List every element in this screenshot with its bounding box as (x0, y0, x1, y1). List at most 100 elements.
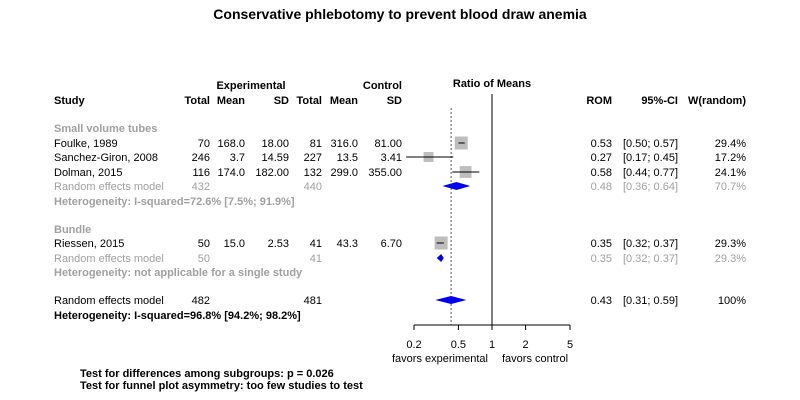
overall-ci: [0.31; 0.59] (623, 295, 678, 307)
x-axis: 0.2 0.5 1 2 5 (406, 324, 573, 351)
header-mean-e: Mean (217, 95, 245, 107)
pooled-weight: 29.3% (715, 253, 746, 265)
rom-value: 0.53 (591, 138, 612, 150)
total-c: 132 (304, 167, 322, 179)
footer-subgroup-test: Test for differences among subgroups: p … (80, 368, 334, 380)
sd-c: 355.00 (368, 167, 402, 179)
pooled-total-c: 440 (304, 181, 322, 193)
weight-value: 17.2% (715, 152, 746, 164)
header-study: Study (54, 95, 85, 107)
overall-diamond (435, 296, 467, 304)
header-ci: 95%-CI (641, 95, 678, 107)
mean-e: 174.0 (217, 167, 245, 179)
sd-e: 14.59 (261, 152, 289, 164)
x-axis-label-left: favors experimental (392, 353, 488, 365)
study-name: Dolman, 2015 (54, 167, 123, 179)
header-rom: ROM (586, 95, 612, 107)
total-e: 246 (192, 152, 210, 164)
rom-value: 0.27 (591, 152, 612, 164)
sd-c: 3.41 (381, 152, 402, 164)
ci-value: [0.17; 0.45] (623, 152, 678, 164)
mean-c: 43.3 (337, 238, 358, 250)
study-row: Dolman, 2015 116 174.0 182.00 132 299.0 … (54, 167, 746, 179)
x-tick-label: 0.5 (451, 339, 466, 351)
subgroup-diamond (436, 254, 444, 262)
mean-c: 316.0 (330, 138, 358, 150)
pooled-total-e: 432 (192, 181, 210, 193)
study-name: Foulke, 1989 (54, 138, 118, 150)
footer-funnel-test: Test for funnel plot asymmetry: too few … (80, 380, 363, 392)
ci-value: [0.50; 0.57] (623, 138, 678, 150)
x-tick-label: 2 (523, 339, 529, 351)
mean-c: 13.5 (337, 152, 358, 164)
study-row: Riessen, 2015 50 15.0 2.53 41 43.3 6.70 … (54, 238, 746, 250)
subgroup-label-small-volume-tubes: Small volume tubes (54, 123, 157, 135)
header-sd-c: SD (387, 95, 402, 107)
weight-value: 29.3% (715, 238, 746, 250)
overall-name: Random effects model (54, 295, 164, 307)
sd-e: 18.00 (261, 138, 289, 150)
sd-e: 2.53 (268, 238, 289, 250)
x-tick-label: 1 (489, 339, 495, 351)
mean-e: 168.0 (217, 138, 245, 150)
sd-e: 182.00 (255, 167, 289, 179)
overall-weight: 100% (718, 295, 746, 307)
overall-total-c: 481 (304, 295, 322, 307)
sd-c: 6.70 (381, 238, 402, 250)
total-e: 50 (198, 238, 210, 250)
mean-e: 15.0 (224, 238, 245, 250)
pooled-weight: 70.7% (715, 181, 746, 193)
weight-value: 29.4% (715, 138, 746, 150)
plot-marks (406, 136, 480, 304)
pooled-total-c: 41 (310, 253, 322, 265)
total-c: 41 (310, 238, 322, 250)
header-total-e: Total (185, 95, 210, 107)
subgroup-diamond (442, 182, 471, 190)
heterogeneity-text: Heterogeneity: I-squared=72.6% [7.5%; 91… (54, 196, 295, 208)
study-row: Sanchez-Giron, 2008 246 3.7 14.59 227 13… (54, 152, 746, 164)
pooled-name: Random effects model (54, 181, 164, 193)
study-name: Sanchez-Giron, 2008 (54, 152, 158, 164)
subgroup-pooled-row: Random effects model 50 41 0.35 [0.32; 0… (54, 253, 746, 265)
total-c: 227 (304, 152, 322, 164)
x-axis-label-right: favors control (502, 353, 568, 365)
subgroup-pooled-row: Random effects model 432 440 0.48 [0.36;… (54, 181, 746, 193)
x-tick-label: 0.2 (406, 339, 421, 351)
grid-lines (450, 94, 493, 325)
heterogeneity-text: Heterogeneity: not applicable for a sing… (54, 267, 303, 279)
header-mean-c: Mean (330, 95, 358, 107)
overall-pooled-row: Random effects model 482 481 0.43 [0.31;… (54, 295, 746, 307)
header-weight: W(random) (688, 95, 746, 107)
ci-value: [0.32; 0.37] (623, 238, 678, 250)
header-total-c: Total (297, 95, 322, 107)
header-plot-title: Ratio of Means (453, 78, 531, 90)
pooled-rom: 0.48 (591, 181, 612, 193)
mean-e: 3.7 (230, 152, 245, 164)
pooled-total-e: 50 (198, 253, 210, 265)
overall-total-e: 482 (192, 295, 210, 307)
header-control: Control (363, 80, 402, 92)
weight-value: 24.1% (715, 167, 746, 179)
pooled-ci: [0.32; 0.37] (623, 253, 678, 265)
pooled-ci: [0.36; 0.64] (623, 181, 678, 193)
rom-value: 0.58 (591, 167, 612, 179)
overall-rom: 0.43 (591, 295, 612, 307)
subgroup-label-bundle: Bundle (54, 224, 91, 236)
rom-value: 0.35 (591, 238, 612, 250)
total-e: 70 (198, 138, 210, 150)
ci-value: [0.44; 0.77] (623, 167, 678, 179)
study-name: Riessen, 2015 (54, 238, 124, 250)
header-sd-e: SD (274, 95, 289, 107)
header-experimental: Experimental (216, 80, 285, 92)
pooled-rom: 0.35 (591, 253, 612, 265)
overall-heterogeneity: Heterogeneity: I-squared=96.8% [94.2%; 9… (54, 310, 301, 322)
total-c: 81 (310, 138, 322, 150)
total-e: 116 (192, 167, 210, 179)
mean-c: 299.0 (330, 167, 358, 179)
pooled-name: Random effects model (54, 253, 164, 265)
sd-c: 81.00 (374, 138, 402, 150)
study-row: Foulke, 1989 70 168.0 18.00 81 316.0 81.… (54, 138, 746, 150)
x-tick-label: 5 (567, 339, 573, 351)
chart-title: Conservative phlebotomy to prevent blood… (213, 6, 587, 22)
